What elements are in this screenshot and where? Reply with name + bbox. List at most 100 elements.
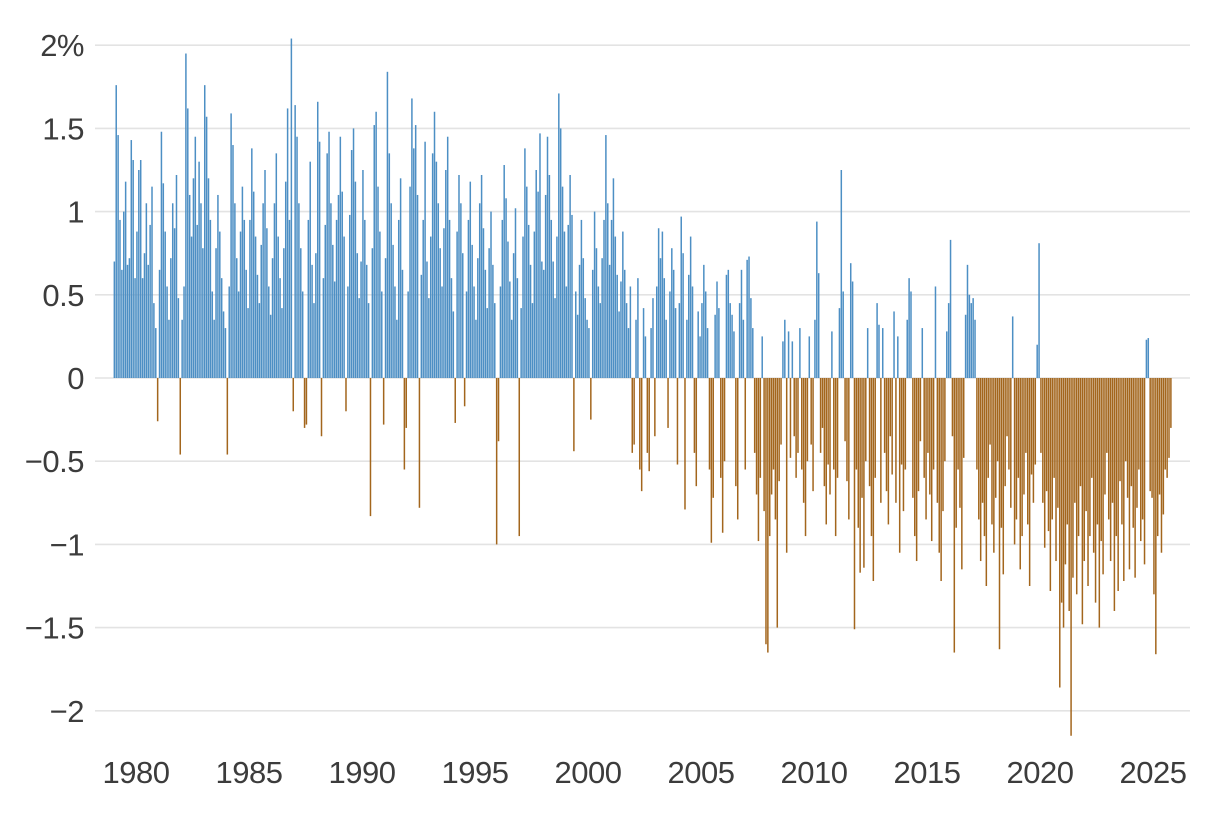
bar [384,258,387,378]
bar [418,378,421,508]
bar [1077,378,1080,537]
bar [1074,378,1076,503]
bar [219,231,221,378]
bar [535,170,537,378]
bar [834,378,837,537]
bar [207,178,210,378]
bar [797,378,799,453]
bar [1040,378,1042,453]
bar [721,378,724,533]
bar [188,194,191,378]
bar [1168,378,1170,458]
bar [961,378,963,570]
bar [639,378,641,470]
bar [239,231,242,378]
bar [836,378,839,478]
bar [309,161,311,378]
bar [1140,378,1142,542]
bar [448,219,451,378]
bar [217,194,219,378]
bar [744,378,747,470]
bar [761,336,763,378]
bar [507,241,509,378]
bar [825,378,827,525]
bar [849,263,852,378]
bar [795,378,797,478]
bar [497,378,500,442]
bar [298,203,300,378]
bar [748,256,750,378]
bar [919,378,922,442]
bar [586,319,588,378]
bar [688,274,690,378]
bar [1011,316,1014,378]
bar [460,203,462,378]
bar [237,291,240,378]
x-tick-label: 1990 [329,755,396,790]
bar [1145,339,1148,378]
bar [124,181,127,378]
bar [437,203,440,378]
bar [1166,378,1168,478]
bar [610,219,613,378]
bar [164,231,166,378]
bar [620,281,622,378]
bar [138,170,140,378]
bar [1155,378,1157,655]
bar [1096,378,1099,525]
bar [1062,378,1065,628]
bar [736,378,739,520]
bar [411,98,413,378]
bar [328,131,330,378]
bar [793,378,795,437]
bar [1066,378,1069,525]
bar [467,219,470,378]
bar [563,231,566,378]
bar [940,378,942,582]
bar [324,224,327,378]
bar [286,108,289,379]
bar [478,203,481,378]
bar [330,203,332,378]
bar [827,378,829,465]
bar [629,286,632,378]
bar [145,203,148,378]
bar [356,253,359,378]
bar [1053,378,1055,478]
bar [601,258,603,378]
bar [203,85,206,378]
bar [838,308,841,378]
bar [1032,378,1035,503]
y-tick-label: 1 [67,195,84,230]
bar [929,378,931,495]
bar [774,378,777,520]
bar [565,286,568,378]
bar [631,378,634,453]
bar [450,278,453,378]
bar [375,111,377,378]
bar [311,264,313,378]
bar [220,278,223,378]
bar [471,244,473,378]
bar [149,224,151,378]
bar [650,328,652,378]
bar [955,378,957,528]
bar [403,378,406,470]
bar [388,153,391,378]
bar [674,308,677,378]
bar [136,231,138,378]
bar [981,378,984,503]
bar [281,308,283,378]
bar [859,378,861,573]
bar [708,378,711,470]
bar [697,311,699,378]
bar [435,161,438,378]
bar [209,219,212,378]
bar [938,378,940,553]
bar [599,303,601,378]
bar [684,378,686,510]
bar [382,378,385,425]
bar [462,253,464,378]
bar [891,378,893,475]
